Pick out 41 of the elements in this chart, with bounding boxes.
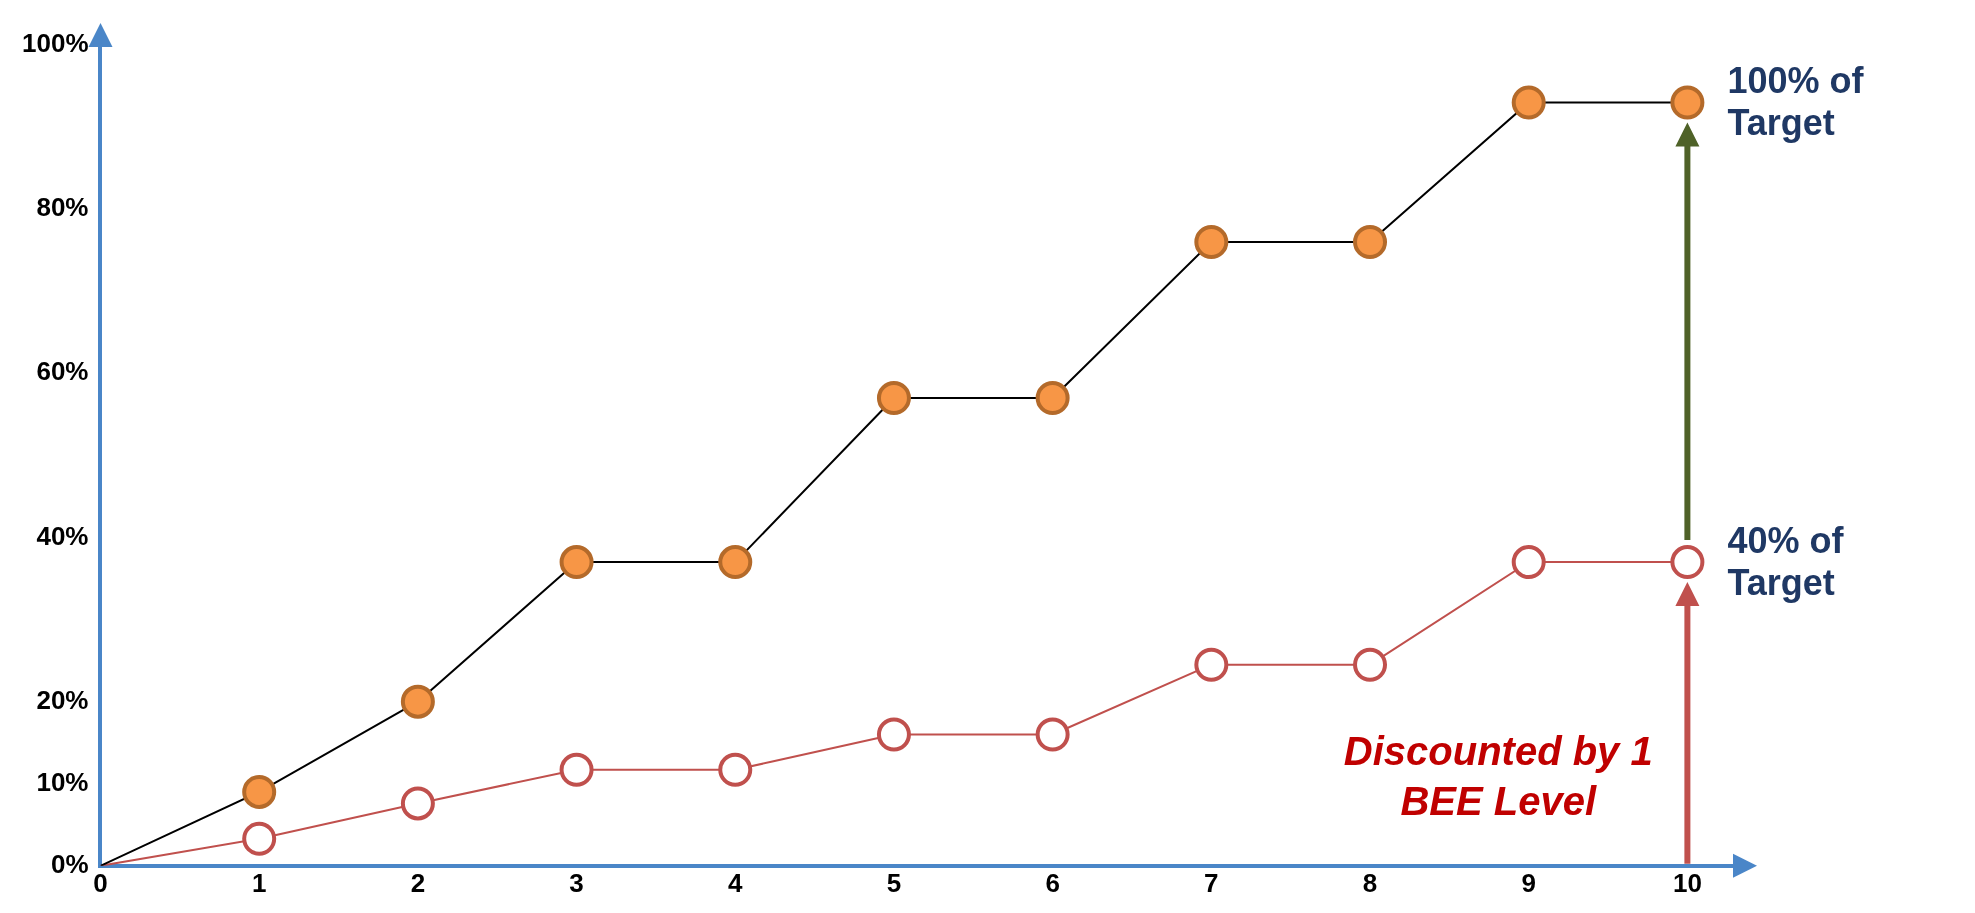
y-tick-label: 60% xyxy=(36,356,89,387)
x-tick-label: 10 xyxy=(1672,867,1702,898)
point xyxy=(1194,647,1229,682)
y-tick-label: 20% xyxy=(36,684,89,715)
x-tick-label: 1 xyxy=(251,867,267,898)
point xyxy=(1511,545,1546,580)
x-tick-label: 5 xyxy=(886,867,902,898)
y-tick-label: 10% xyxy=(36,766,89,797)
annotation: 100% of Target xyxy=(1727,60,1865,145)
annotation: 40% of Target xyxy=(1727,520,1845,605)
point xyxy=(1194,224,1229,259)
point xyxy=(559,752,594,787)
point xyxy=(1353,647,1388,682)
y-tick-label: 80% xyxy=(36,192,89,223)
point xyxy=(876,380,911,415)
point xyxy=(242,774,277,809)
y-tick-label: 0% xyxy=(50,848,89,879)
y-tick-label: 100% xyxy=(22,28,89,59)
x-tick-label: 2 xyxy=(410,867,426,898)
point xyxy=(1511,85,1546,120)
point xyxy=(1035,380,1070,415)
x-tick-label: 8 xyxy=(1362,867,1378,898)
point xyxy=(1670,545,1705,580)
x-tick-label: 3 xyxy=(569,867,584,898)
y-tick-label: 40% xyxy=(36,520,89,551)
point xyxy=(718,752,753,787)
point xyxy=(242,821,277,856)
x-tick-label: 9 xyxy=(1521,867,1536,898)
point xyxy=(400,786,435,821)
point xyxy=(1035,717,1070,752)
point xyxy=(718,545,753,580)
point xyxy=(1670,85,1705,120)
point xyxy=(1353,224,1388,259)
point xyxy=(400,684,435,719)
x-tick-label: 0 xyxy=(93,867,108,898)
annotation: Discounted by 1 BEE Level xyxy=(1342,728,1654,826)
point xyxy=(559,545,594,580)
point xyxy=(876,717,911,752)
x-tick-label: 6 xyxy=(1045,867,1060,898)
x-tick-label: 4 xyxy=(728,867,744,898)
x-tick-label: 7 xyxy=(1204,867,1219,898)
